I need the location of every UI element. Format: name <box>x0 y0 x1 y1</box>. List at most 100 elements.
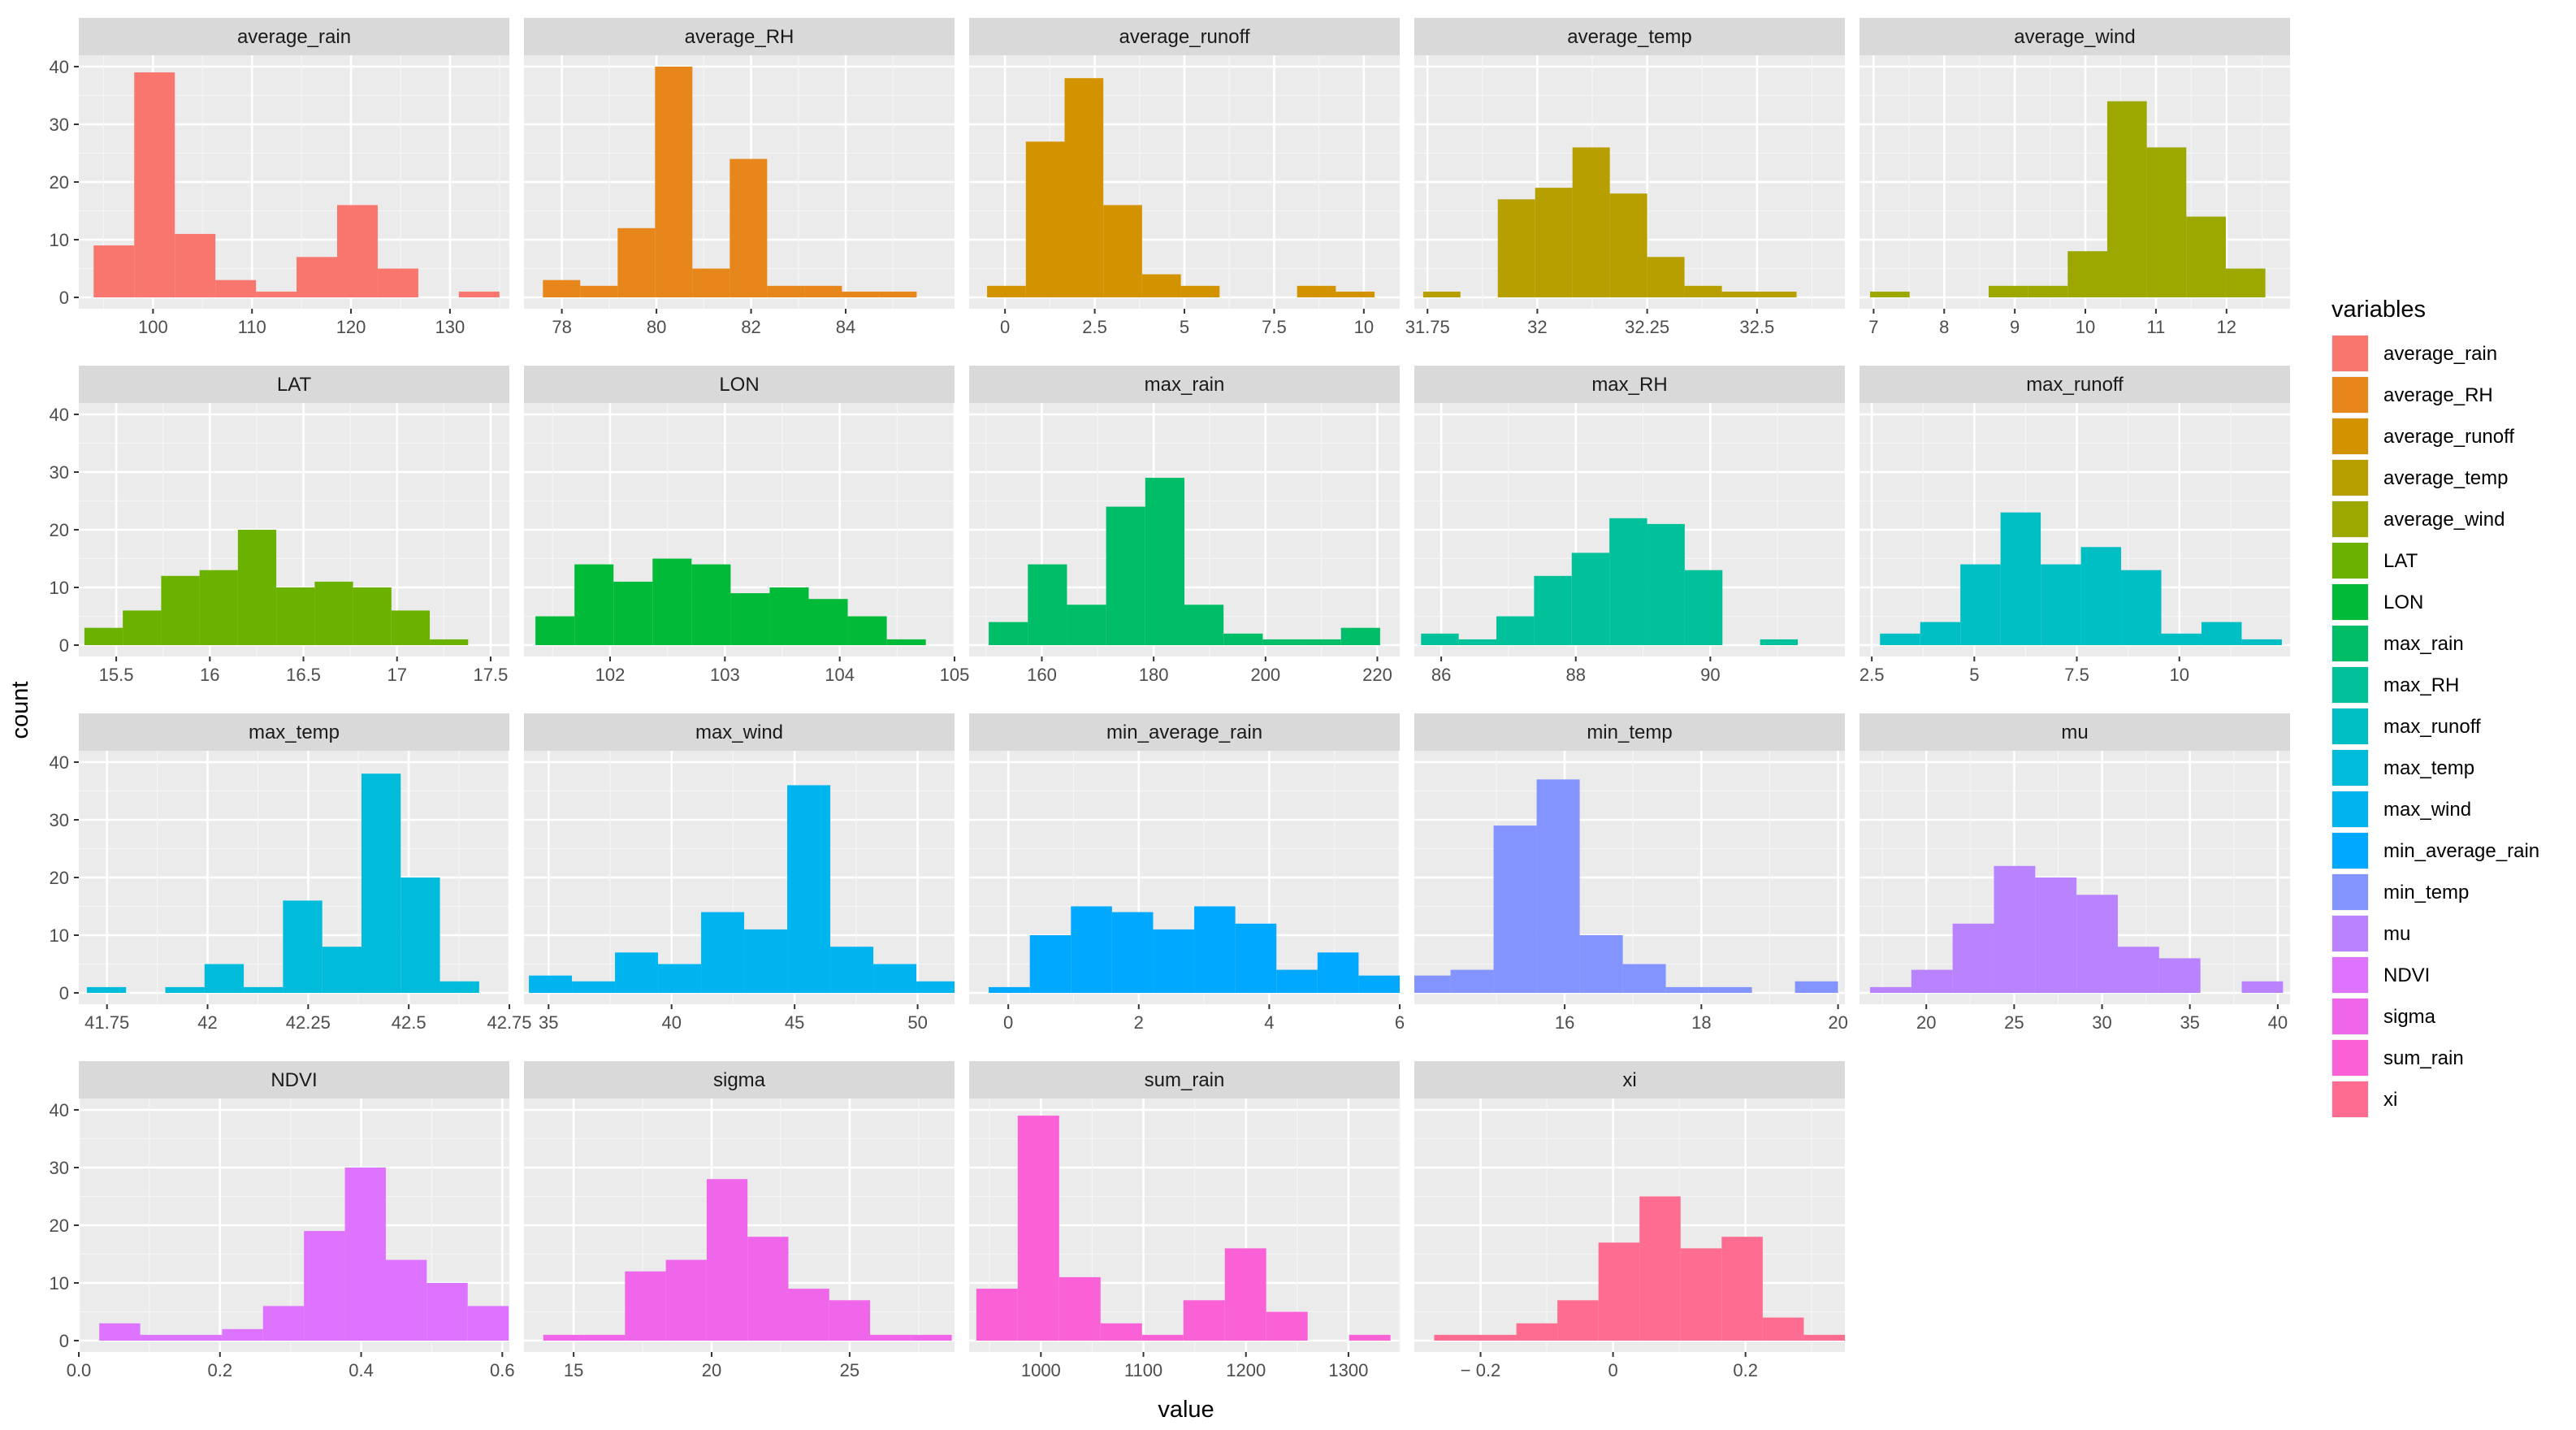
x-tick-label: 1100 <box>1124 1360 1162 1380</box>
histogram-bar <box>989 622 1028 645</box>
histogram-bar <box>439 981 479 993</box>
x-tick-label: 20 <box>1828 1012 1847 1033</box>
histogram-bar <box>829 1300 871 1341</box>
histogram-bar <box>180 1334 223 1341</box>
legend-label: average_temp <box>2383 467 2508 489</box>
histogram-bar <box>535 616 575 645</box>
x-tick-label: 18 <box>1691 1012 1711 1033</box>
legend-item-max-rh: max_RH <box>2331 666 2459 704</box>
legend-label: average_wind <box>2383 509 2505 531</box>
legend-label: xi <box>2383 1089 2397 1111</box>
strip-average-wind <box>1859 18 2290 55</box>
histogram-bar <box>1262 639 1302 645</box>
histogram-bar <box>1571 552 1610 645</box>
histogram-bar <box>2241 981 2284 993</box>
y-tick-label: 10 <box>50 1273 69 1294</box>
strip-label: average_runoff <box>1119 26 1249 48</box>
y-tick-label: 30 <box>50 462 69 483</box>
histogram-bar <box>1111 912 1154 993</box>
x-tick-label: 16.5 <box>286 665 321 685</box>
strip-max-rh <box>1414 366 1845 403</box>
x-tick-label: 5 <box>1180 317 1189 337</box>
x-tick-label: 86 <box>1431 665 1451 685</box>
histogram-bar <box>1106 506 1145 645</box>
histogram-bar <box>1235 923 1277 993</box>
panel-max-temp: max_temp 41.75 42 42.25 42.5 42.75 0 10 20 30 40 <box>50 713 532 1033</box>
histogram-bar <box>467 1306 509 1341</box>
histogram-bar <box>1497 199 1535 297</box>
x-tick-label: 90 <box>1700 665 1720 685</box>
histogram-bar <box>361 774 401 993</box>
legend-label: max_RH <box>2383 674 2459 696</box>
histogram-bar <box>1297 285 1336 297</box>
legend-label: mu <box>2383 923 2410 945</box>
histogram-bar <box>886 639 926 645</box>
y-tick-label: 0 <box>59 983 69 1003</box>
histogram-bar <box>297 257 337 297</box>
histogram-bar <box>337 205 378 297</box>
strip-label: max_rain <box>1145 374 1225 396</box>
histogram-bar <box>873 964 917 993</box>
strip-label: LON <box>719 374 759 396</box>
y-tick-label: 0 <box>59 288 69 308</box>
legend-item-average-wind: average_wind <box>2331 500 2505 538</box>
histogram-bar <box>989 986 1030 993</box>
strip-label: average_RH <box>685 26 794 48</box>
histogram-bar <box>769 587 809 645</box>
x-tick-label: 0 <box>1003 1012 1013 1033</box>
y-tick-label: 20 <box>50 868 69 888</box>
legend-item-average-rain: average_rain <box>2331 335 2497 372</box>
legend: variables average_rainaverage_RHaverage_… <box>2331 297 2539 1118</box>
x-tick-label: 4 <box>1264 1012 1274 1033</box>
x-tick-label: 78 <box>552 317 571 337</box>
histogram-bar <box>400 878 440 993</box>
strip-max-wind <box>524 713 955 751</box>
x-tick-label: 0.4 <box>349 1360 374 1380</box>
strip-lon <box>524 366 955 403</box>
x-tick-label: 35 <box>2180 1012 2199 1033</box>
x-tick-label: 100 <box>138 317 168 337</box>
strip-label: NDVI <box>271 1069 317 1091</box>
legend-label: NDVI <box>2383 964 2430 986</box>
histogram-bar <box>1762 1317 1804 1341</box>
histogram-bar <box>652 558 692 645</box>
histogram-bar <box>204 964 245 993</box>
histogram-bar <box>2201 622 2242 645</box>
legend-swatch <box>2332 377 2368 413</box>
histogram-bar <box>730 158 768 297</box>
histogram-bar <box>86 986 127 993</box>
histogram-bar <box>870 1334 911 1341</box>
strip-label: max_wind <box>695 722 783 743</box>
histogram-bar <box>1952 923 1994 993</box>
x-tick-label: 16 <box>200 665 219 685</box>
histogram-bar <box>1721 1237 1763 1341</box>
strip-average-rain <box>79 18 509 55</box>
histogram-bar <box>744 929 788 993</box>
x-tick-label: 17 <box>387 665 406 685</box>
legend-item-average-runoff: average_runoff <box>2331 418 2514 455</box>
histogram-bar <box>1572 147 1610 297</box>
histogram-bar <box>976 1289 1018 1341</box>
legend-item-lon: LON <box>2331 583 2423 621</box>
histogram-bar <box>1450 969 1494 993</box>
x-tick-label: 120 <box>336 317 366 337</box>
x-tick-label: 88 <box>1566 665 1586 685</box>
y-tick-label: 40 <box>50 752 69 773</box>
panel-average-temp: average_temp 31.75 32 32.25 32.5 <box>1405 18 1845 337</box>
histogram-bar <box>1680 1248 1722 1341</box>
strip-max-runoff <box>1859 366 2290 403</box>
legend-swatch <box>2332 501 2368 537</box>
histogram-bar <box>1960 564 2001 645</box>
histogram-bar <box>1535 188 1573 297</box>
panel-sigma: sigma 15 20 25 <box>524 1061 955 1380</box>
histogram-bar <box>788 1289 829 1341</box>
x-tick-label: 105 <box>940 665 970 685</box>
histogram-bar <box>1458 639 1497 645</box>
histogram-bar <box>1989 285 2028 297</box>
strip-average-runoff <box>969 18 1400 55</box>
histogram-bar <box>2186 216 2226 297</box>
legend-label: sigma <box>2383 1006 2436 1028</box>
strip-max-rain <box>969 366 1400 403</box>
legend-label: max_temp <box>2383 757 2474 779</box>
x-tick-label: 0.0 <box>67 1360 92 1380</box>
